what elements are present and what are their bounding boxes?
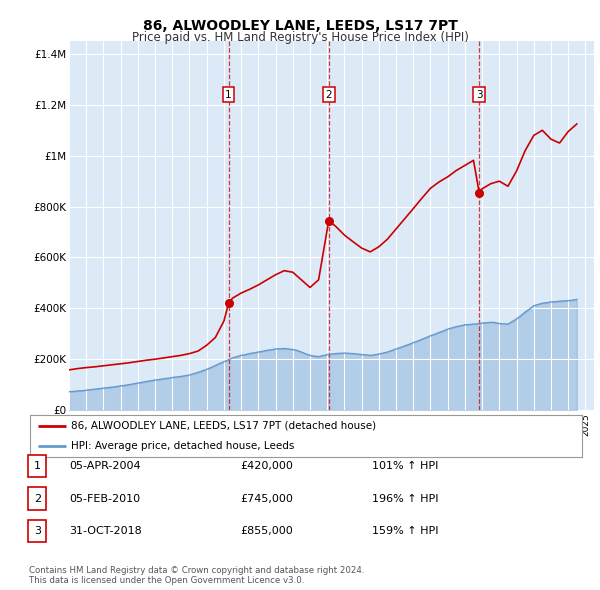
Text: 86, ALWOODLEY LANE, LEEDS, LS17 7PT (detached house): 86, ALWOODLEY LANE, LEEDS, LS17 7PT (det… (71, 421, 377, 431)
Text: £420,000: £420,000 (240, 461, 293, 471)
Text: 159% ↑ HPI: 159% ↑ HPI (372, 526, 439, 536)
Text: 1: 1 (225, 90, 232, 100)
Text: 101% ↑ HPI: 101% ↑ HPI (372, 461, 439, 471)
Text: 05-FEB-2010: 05-FEB-2010 (69, 494, 140, 503)
Text: 196% ↑ HPI: 196% ↑ HPI (372, 494, 439, 503)
Text: 3: 3 (476, 90, 482, 100)
Text: 2: 2 (325, 90, 332, 100)
Text: Contains HM Land Registry data © Crown copyright and database right 2024.
This d: Contains HM Land Registry data © Crown c… (29, 566, 364, 585)
Text: Price paid vs. HM Land Registry's House Price Index (HPI): Price paid vs. HM Land Registry's House … (131, 31, 469, 44)
Text: 31-OCT-2018: 31-OCT-2018 (69, 526, 142, 536)
Text: HPI: Average price, detached house, Leeds: HPI: Average price, detached house, Leed… (71, 441, 295, 451)
Text: 86, ALWOODLEY LANE, LEEDS, LS17 7PT: 86, ALWOODLEY LANE, LEEDS, LS17 7PT (143, 19, 457, 33)
Text: 1: 1 (34, 461, 41, 471)
Text: £855,000: £855,000 (240, 526, 293, 536)
Text: 05-APR-2004: 05-APR-2004 (69, 461, 140, 471)
Text: £745,000: £745,000 (240, 494, 293, 503)
Text: 3: 3 (34, 526, 41, 536)
Text: 2: 2 (34, 494, 41, 503)
